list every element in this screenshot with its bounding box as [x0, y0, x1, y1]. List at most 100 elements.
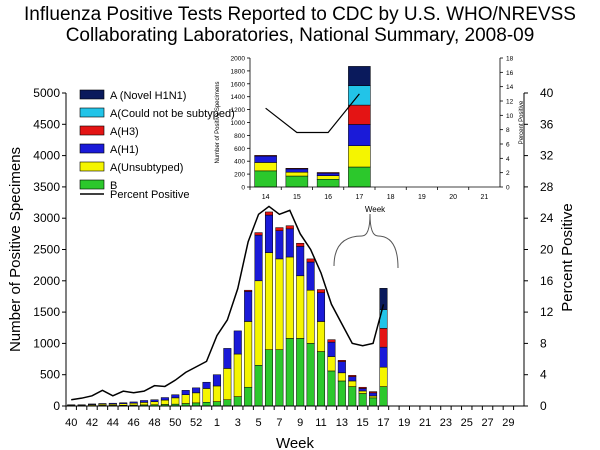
inset-percent-positive-line: [265, 93, 360, 134]
chart-title-line-2: Collaborating Laboratories, National Sum…: [65, 25, 535, 46]
bar-segment: [327, 341, 336, 357]
legend-label-novel: A (Novel H1N1): [110, 90, 186, 102]
y-tick-label: 3500: [33, 180, 60, 194]
bar-segment: [348, 375, 357, 377]
bar-segment: [160, 397, 169, 401]
bar-segment: [171, 394, 180, 399]
chart-title: Influenza Positive Tests Reported to CDC…: [0, 4, 600, 46]
bar-segment: [129, 402, 138, 406]
y2-tick-label: 16: [540, 274, 554, 288]
bar-segment: [244, 321, 253, 388]
inset-bar-segment: [254, 162, 277, 172]
inset-bar-segment: [316, 175, 340, 180]
bar-segment: [202, 388, 211, 403]
inset-bar-segment: [285, 168, 309, 173]
bar-segment: [212, 401, 221, 407]
inset-y2-tick-label: 14: [506, 84, 514, 91]
bar-segment: [140, 402, 149, 406]
inset-bar-segment: [285, 168, 309, 170]
x-tick-label: 50: [169, 417, 181, 429]
bar-segment: [192, 392, 201, 404]
bar-segment: [306, 258, 315, 263]
x-tick-label: 52: [190, 417, 202, 429]
bar-segment: [285, 228, 294, 258]
x-tick-label: 13: [336, 417, 348, 429]
inset-y-tick-label: 800: [234, 133, 245, 140]
bar-segment: [233, 330, 242, 355]
inset-y-axis-title: Number of Positive Specimens: [215, 81, 221, 163]
inset-x-tick-label: 16: [324, 194, 332, 201]
inset-y2-tick-label: 0: [506, 185, 510, 192]
bar-segment: [233, 396, 242, 407]
bar-segment: [306, 343, 315, 407]
inset-bar-segment: [316, 172, 340, 174]
inset-bar-segment: [348, 66, 371, 86]
inset-bracket: [333, 213, 399, 269]
inset-bar-segment: [316, 172, 340, 176]
bar-segment: [369, 391, 378, 394]
bar-segment: [150, 401, 159, 405]
y-tick-label: 3000: [33, 211, 60, 225]
x-tick-label: 1: [214, 417, 220, 429]
inset-y2-tick-label: 8: [506, 127, 510, 134]
bar-segment: [317, 289, 326, 293]
inset-x-tick-label: 15: [293, 194, 301, 201]
inset-y2-tick-label: 10: [506, 113, 514, 120]
y2-tick-label: 36: [540, 117, 554, 131]
y-tick-label: 2000: [33, 274, 60, 288]
inset-x-tick-label: 18: [387, 194, 395, 201]
x-tick-label: 48: [148, 417, 160, 429]
bar-segment: [369, 392, 378, 397]
bar-segment: [337, 372, 346, 382]
bar-segment: [212, 385, 221, 402]
bar-segment: [202, 401, 211, 407]
inset-x-tick-label: 21: [480, 194, 488, 201]
x-tick-label: 40: [65, 417, 77, 429]
legend-swatch-novel: [79, 89, 105, 100]
inset-x-tick-label: 17: [355, 194, 363, 201]
bar-segment: [264, 349, 273, 407]
legend-swatch-h1: [79, 143, 105, 154]
x-tick-label: 9: [297, 417, 303, 429]
bar-segment: [296, 246, 305, 277]
legend-label-h1: A(H1): [110, 144, 139, 156]
inset-x-axis-title: Week: [365, 205, 386, 214]
inset-y-tick-label: 2000: [231, 56, 246, 63]
y-tick-label: 1500: [33, 305, 60, 319]
bar-segment: [140, 400, 149, 403]
x-tick-label: 3: [235, 417, 241, 429]
bar-segment: [379, 346, 388, 368]
inset-bar-segment: [348, 104, 371, 125]
y2-tick-label: 12: [540, 305, 554, 319]
inset-y2-axis-title: Percent Positive: [519, 100, 525, 144]
bar-segment: [129, 401, 138, 404]
x-tick-label: 25: [461, 417, 473, 429]
chart-title-line-1: Influenza Positive Tests Reported to CDC…: [24, 4, 576, 25]
legend-label-b: B: [110, 180, 117, 192]
y2-tick-label: 40: [540, 86, 554, 100]
y2-tick-label: 32: [540, 149, 554, 163]
x-tick-label: 27: [481, 417, 493, 429]
x-tick-label: 44: [107, 417, 119, 429]
x-axis-title: Week: [276, 435, 315, 450]
y2-tick-label: 8: [540, 336, 547, 350]
y2-tick-label: 28: [540, 180, 554, 194]
bar-segment: [379, 328, 388, 348]
y-tick-label: 1000: [33, 336, 60, 350]
legend-label-unsubtyped: A(Unsubtyped): [110, 162, 183, 174]
inset-y2-tick-label: 6: [506, 142, 510, 149]
bar-segment: [119, 402, 128, 404]
y-tick-label: 4000: [33, 149, 60, 163]
bar-segment: [150, 399, 159, 402]
inset-y-tick-label: 1800: [231, 68, 246, 75]
y-tick-label: 4500: [33, 117, 60, 131]
inset-bar-segment: [348, 124, 371, 146]
inset-y-tick-label: 1000: [231, 120, 246, 127]
bar-segment: [223, 399, 232, 407]
bar-segment: [108, 402, 117, 405]
bar-segment: [296, 242, 305, 247]
y-axis-title: Number of Positive Specimens: [7, 147, 24, 352]
bar-segment: [244, 289, 253, 292]
inset-y-tick-label: 600: [234, 146, 245, 153]
